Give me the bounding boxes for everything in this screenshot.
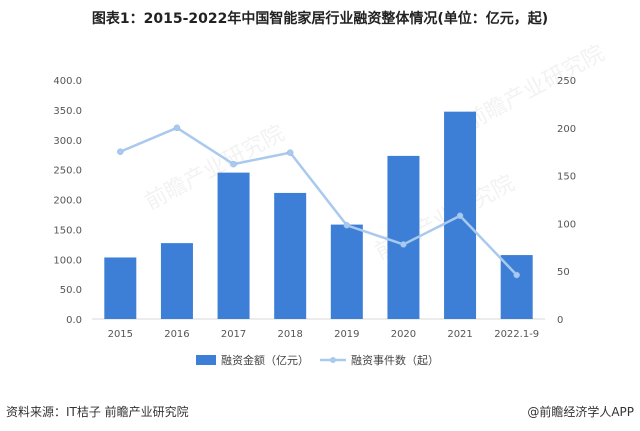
line-point [456,212,464,220]
line-point [117,148,124,155]
right-axis-tick: 50 [557,267,570,278]
right-axis-tick: 0 [557,315,563,326]
brand-label: @前瞻经济学人APP [527,405,634,419]
line-point [343,222,351,229]
bar [500,255,533,319]
bar [330,224,363,319]
x-axis-tick: 2015 [108,329,133,340]
left-axis: 0.0 50.0 100.0 150.0 200.0 250.0 300.0 350.0 400… [53,76,82,326]
chart-title: 图表1：2015-2022年中国智能家居行业融资整体情况(单位：亿元，起) [91,11,549,27]
x-axis-tick: 2021 [447,329,472,340]
bar [104,257,137,319]
source-note: 资料来源：IT桔子 前瞻产业研究院 [6,405,189,419]
right-axis-tick: 100 [557,219,576,230]
bar [387,155,420,319]
x-axis-tick: 2016 [164,329,189,340]
x-axis-tick: 2020 [391,329,416,340]
bar-series [104,111,533,319]
left-axis-tick: 350.0 [53,106,82,117]
bar [274,192,307,319]
legend: 融资金额（亿元） 融资事件数（起） [196,353,439,367]
legend-label-line: 融资事件数（起） [351,354,439,367]
left-axis-tick: 400.0 [53,76,82,87]
legend-label-bar: 融资金额（亿元） [221,353,309,367]
series-line [119,126,518,276]
bar [160,243,193,319]
left-axis-tick: 200.0 [53,196,82,207]
left-axis-tick: 150.0 [53,225,82,236]
line-point [173,124,181,132]
line-point [286,149,294,156]
left-axis-tick: 250.0 [53,166,82,177]
x-axis-tick: 2017 [221,329,246,340]
watermark-layer: 前瞻产业研究院前瞻产业研究院前瞻产业研究院 [141,41,609,265]
left-axis-tick: 50.0 [60,285,82,296]
x-axis-tick: 2019 [334,329,359,340]
legend-swatch-bar [196,355,216,365]
right-axis-tick: 150 [557,172,576,183]
left-axis-tick: 300.0 [53,136,82,147]
x-axis-tick: 2022.1-9 [494,329,539,340]
line-point [230,160,237,168]
x-axis-tick: 2018 [277,329,302,340]
legend-swatch-marker [330,357,336,363]
x-axis-ticks: 2015 2016 2017 2018 2019 2020 2021 2022.1-9 [108,329,540,340]
left-axis-tick: 0.0 [66,315,82,326]
bar [217,172,250,319]
right-axis-tick: 200 [557,124,576,135]
right-axis: 0 50 100 150 200 250 [557,76,576,326]
line-series [117,124,520,279]
line-point [513,271,520,279]
left-axis-tick: 100.0 [53,255,82,266]
watermark-text: 前瞻产业研究院 [141,121,289,215]
right-axis-tick: 250 [557,76,576,87]
line-point [400,241,407,248]
watermark-text: 前瞻产业研究院 [461,41,609,135]
